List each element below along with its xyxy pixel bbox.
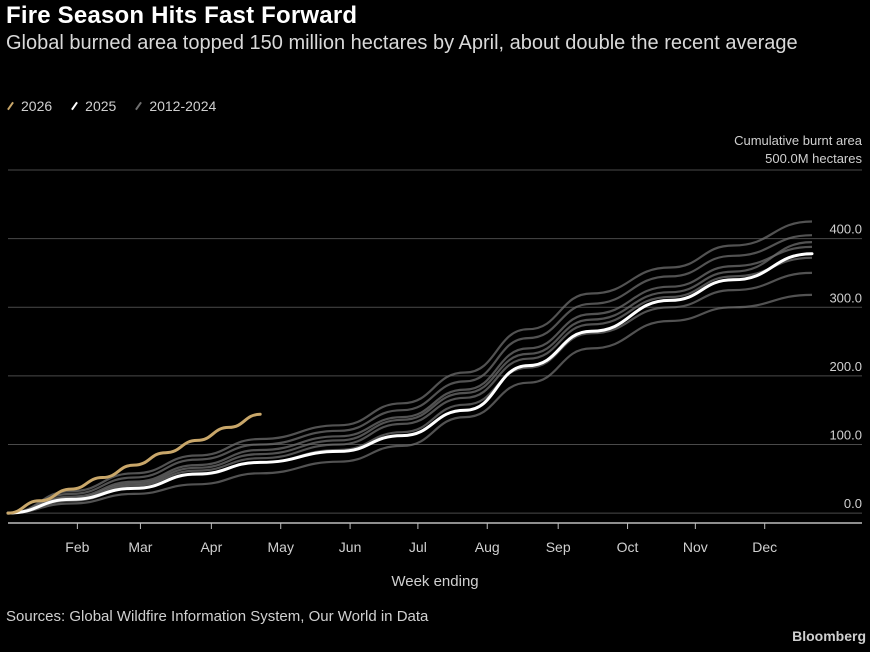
x-tick-label: Mar <box>128 539 152 555</box>
legend-label-2026: 2026 <box>21 98 53 114</box>
history-series-line <box>7 234 813 515</box>
y-tick-label: 300.0 <box>829 290 862 305</box>
history-series-line <box>7 256 813 515</box>
brand-logo: Bloomberg <box>792 628 866 644</box>
chart-subtitle: Global burned area topped 150 million he… <box>6 32 798 54</box>
y-tick-label: 200.0 <box>829 359 862 374</box>
history-series-line <box>7 241 813 515</box>
unit-label-line1: Cumulative burnt area <box>734 133 863 148</box>
sources-note: Sources: Global Wildfire Information Sys… <box>6 608 429 625</box>
chart-legend: 2026 2025 2012-2024 <box>6 96 216 116</box>
y-tick-label: 0.0 <box>844 496 862 511</box>
highlight-lines <box>6 252 814 515</box>
legend-entry-2025: 2025 <box>70 98 116 114</box>
x-tick-label: Jul <box>409 539 427 555</box>
x-tick-label: May <box>268 539 294 555</box>
y-tick-label: 400.0 <box>829 222 862 237</box>
history-series-line <box>7 245 813 515</box>
legend-label-history: 2012-2024 <box>149 98 217 114</box>
series-line-2026 <box>6 412 262 515</box>
unit-label-line2: 500.0M hectares <box>765 151 862 166</box>
history-series-line <box>7 293 813 515</box>
y-tick-label: 100.0 <box>829 428 862 443</box>
x-tick-label: Aug <box>475 539 500 555</box>
x-tick-label: Nov <box>683 539 708 555</box>
line-chart: Cumulative burnt area 500.0M hectares We… <box>6 133 863 590</box>
x-tick-label: Sep <box>546 539 571 555</box>
x-tick-label: Oct <box>617 539 639 555</box>
x-tick-label: Dec <box>752 539 777 555</box>
grid-lines <box>8 169 862 514</box>
chart-title: Fire Season Hits Fast Forward <box>6 2 358 29</box>
legend-entry-2026: 2026 <box>6 98 52 114</box>
legend-entry-history: 2012-2024 <box>134 98 216 114</box>
history-lines <box>7 220 813 515</box>
history-series-line <box>7 220 813 515</box>
x-tick-label: Apr <box>200 539 222 555</box>
x-axis-label: Week ending <box>391 573 478 590</box>
x-tick-label: Jun <box>339 539 362 555</box>
x-tick-label: Feb <box>65 539 89 555</box>
legend-label-2025: 2025 <box>85 98 117 114</box>
axes: Cumulative burnt area 500.0M hectares We… <box>8 133 863 590</box>
series-line-2025 <box>6 252 814 515</box>
